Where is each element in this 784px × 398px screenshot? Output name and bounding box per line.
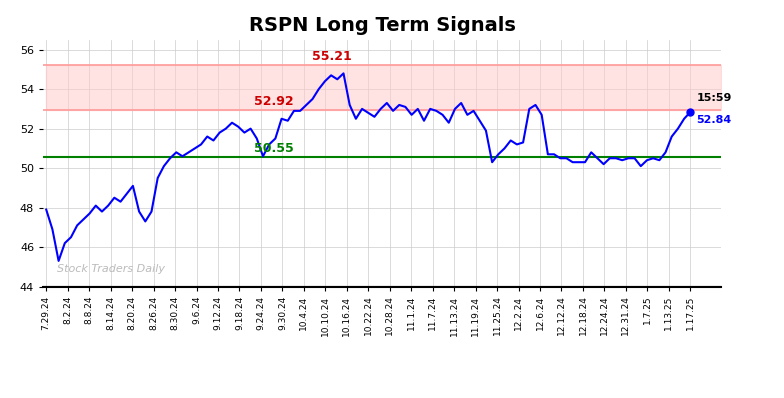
- Title: RSPN Long Term Signals: RSPN Long Term Signals: [249, 16, 516, 35]
- Text: 52.92: 52.92: [254, 95, 294, 108]
- Text: 15:59: 15:59: [696, 93, 732, 103]
- Text: 55.21: 55.21: [313, 50, 352, 63]
- Text: 52.84: 52.84: [696, 115, 731, 125]
- Text: 50.55: 50.55: [254, 142, 294, 155]
- Text: Stock Traders Daily: Stock Traders Daily: [56, 264, 165, 274]
